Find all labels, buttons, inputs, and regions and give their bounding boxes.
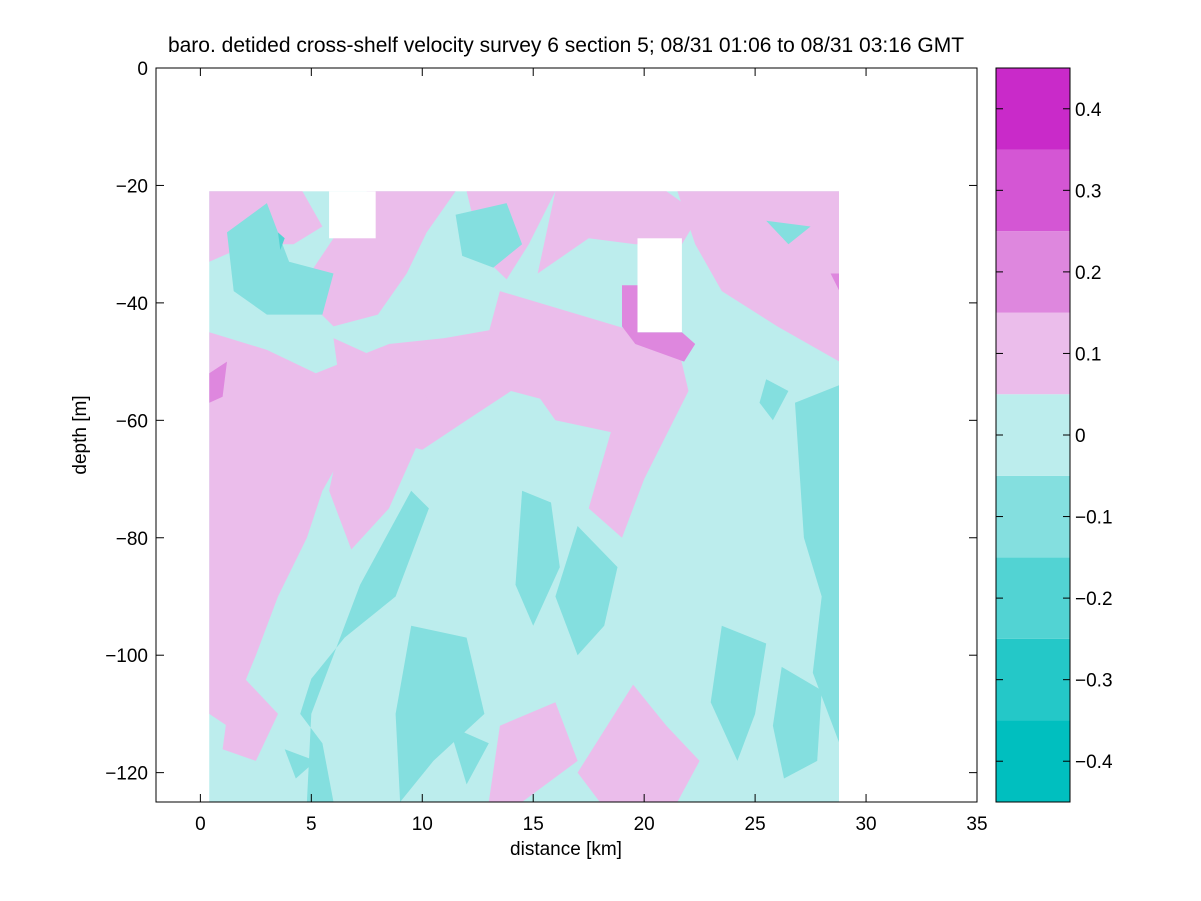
contour-patch [298, 191, 456, 327]
y-axis-label: depth [m] [70, 395, 91, 474]
contour-patch [710, 625, 767, 761]
x-tick-label: 25 [745, 814, 766, 835]
colorbar-band [996, 638, 1070, 721]
x-tick-label: 10 [412, 814, 433, 835]
contour-patch [537, 191, 700, 274]
y-tick-label: −120 [105, 764, 148, 785]
contour-patch [209, 326, 623, 726]
contour-patch [448, 725, 489, 785]
contour-patch [329, 338, 434, 550]
colorbar-band [996, 149, 1070, 232]
contour-patch [284, 749, 316, 779]
colorbar-tick-label: −0.1 [1075, 508, 1113, 529]
contour-patch [772, 666, 822, 779]
y-tick-label: −80 [116, 529, 148, 550]
contour-patch [830, 273, 839, 291]
x-tick-label: 0 [195, 814, 206, 835]
missing-data-region [637, 238, 682, 333]
missing-data-region [329, 191, 376, 239]
colorbar-tick-label: −0.3 [1075, 671, 1113, 692]
colorbar-band [996, 557, 1070, 639]
contour-patch [795, 385, 839, 743]
contour-patch [488, 702, 578, 802]
x-axis: 0 5 10 15 20 25 30 35 [195, 68, 988, 835]
chart-title: baro. detided cross-shelf velocity surve… [168, 34, 964, 57]
colorbar-tick-label: 0.3 [1075, 181, 1101, 202]
colorbar: 0.4 0.3 0.2 0.1 0 −0.1 −0.2 −0.3 −0.4 [995, 67, 1113, 803]
contour-patch [622, 285, 696, 362]
contour-patch [766, 220, 811, 245]
colorbar-band [996, 720, 1070, 802]
contour-patch [759, 379, 789, 421]
missing-data-regions [329, 191, 682, 333]
x-tick-label: 20 [634, 814, 655, 835]
colorbar-band [996, 312, 1070, 395]
x-tick-label: 30 [855, 814, 876, 835]
y-tick-label: −20 [116, 176, 148, 197]
contour-patch [227, 203, 334, 315]
contour-patch [209, 361, 227, 403]
colorbar-band [996, 231, 1070, 313]
y-tick-label: −60 [116, 411, 148, 432]
colorbar-band [996, 394, 1070, 476]
x-axis-label: distance [km] [510, 839, 622, 860]
contour-patch [577, 684, 700, 802]
contour-fill [209, 191, 839, 802]
colorbar-band [996, 475, 1070, 558]
contour-patch [515, 490, 560, 626]
x-tick-label: 35 [966, 814, 987, 835]
contour-patch [488, 291, 689, 538]
y-axis: 0 −20 −40 −60 −80 −100 −120 [105, 59, 977, 785]
x-tick-label: 5 [306, 814, 317, 835]
y-tick-label: −40 [116, 294, 148, 315]
colorbar-tick-label: 0 [1075, 426, 1086, 447]
colorbar-tick-label: −0.2 [1075, 589, 1113, 610]
colorbar-tick-label: −0.4 [1075, 752, 1113, 773]
x-tick-label: 15 [523, 814, 544, 835]
y-tick-label: −100 [105, 646, 148, 667]
colorbar-tick-label: 0.4 [1075, 100, 1102, 121]
contour-patch [555, 526, 618, 656]
contour-patch [395, 625, 485, 802]
contour-patch [222, 666, 278, 761]
contour-patch [278, 232, 285, 250]
colorbar-tick-label: 0.2 [1075, 263, 1101, 284]
colorbar-band [996, 68, 1070, 150]
plot-frame [155, 67, 978, 803]
contour-patch [455, 203, 523, 268]
colorbar-tick-label: 0.1 [1075, 344, 1101, 365]
y-tick-label: 0 [137, 59, 148, 80]
contour-patch [300, 490, 429, 802]
